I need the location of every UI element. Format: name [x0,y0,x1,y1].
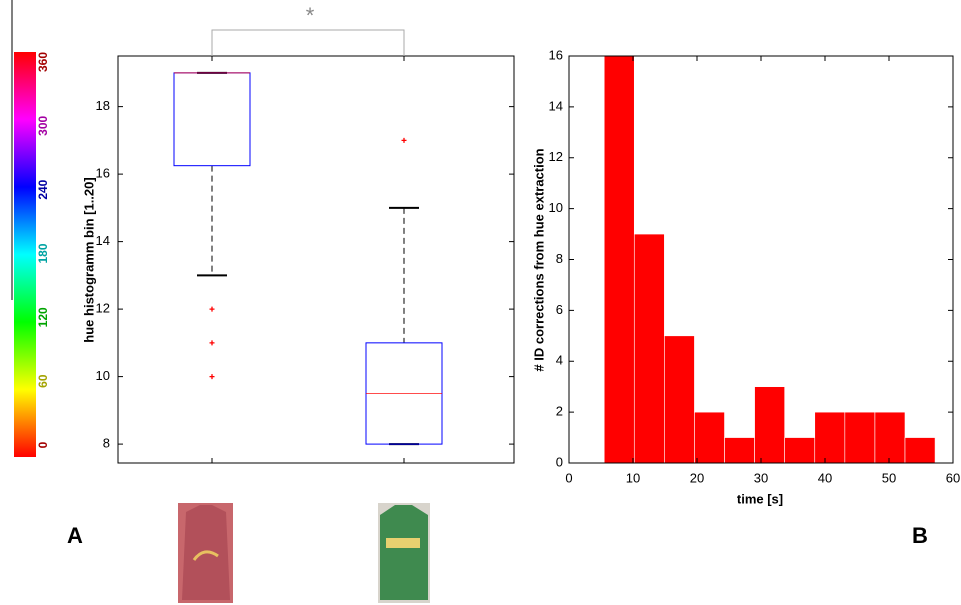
y-tick-label: 16 [549,47,563,62]
y-tick-label: 14 [549,98,563,113]
colorbar-tick-label: 120 [36,307,50,327]
colorbar-tick-label: 360 [36,52,50,72]
significance-bracket [212,30,404,56]
bar [785,438,815,463]
panel-label: A [67,523,83,548]
bar [755,387,785,463]
outlier [210,374,215,379]
colorbar-tick-label: 240 [36,179,50,199]
colorbar-tick-label: 180 [36,243,50,263]
bar [604,56,634,463]
y-tick-label: 12 [549,149,563,164]
x-tick-label: 50 [882,470,896,485]
box [174,73,250,166]
outlier [402,138,407,143]
x-tick-label: 10 [626,470,640,485]
figure: * hue histogramm bin [1..20] # ID correc… [0,0,961,605]
bar [815,412,845,463]
y-tick-label: 18 [96,98,110,113]
bar [725,438,755,463]
outlier [210,307,215,312]
outlier [210,340,215,345]
y-tick-label: 12 [96,301,110,316]
shirt-photo [378,503,430,603]
y-axis-label: hue histogramm bin [1..20] [81,177,96,342]
x-tick-label: 0 [565,470,572,485]
y-tick-label: 10 [549,200,563,215]
bar [875,412,905,463]
colorbar-tick-label: 60 [36,374,50,388]
y-tick-label: 14 [96,233,110,248]
x-tick-label: 40 [818,470,832,485]
bar [905,438,935,463]
x-axis-label: time [s] [737,491,783,506]
y-tick-label: 8 [556,251,563,266]
shirt-photo [178,503,233,603]
y-tick-label: 0 [556,454,563,469]
colorbar [14,52,36,457]
y-tick-label: 4 [556,353,563,368]
colorbar-tick-label: 300 [36,116,50,136]
colorbar-tick-label: 0 [36,441,50,448]
bar [664,336,694,463]
x-tick-label: 30 [754,470,768,485]
y-tick-label: 2 [556,404,563,419]
bar [845,412,875,463]
axes-box-a [118,56,514,463]
panel-label: B [912,523,928,548]
bar [694,412,724,463]
y-tick-label: 8 [103,436,110,451]
y-tick-label: 16 [96,166,110,181]
x-tick-label: 60 [946,470,960,485]
significance: * [306,3,315,28]
y-axis-label: # ID corrections from hue extraction [531,148,546,371]
bar [634,234,664,463]
y-tick-label: 6 [556,302,563,317]
x-tick-label: 20 [690,470,704,485]
y-tick-label: 10 [96,368,110,383]
